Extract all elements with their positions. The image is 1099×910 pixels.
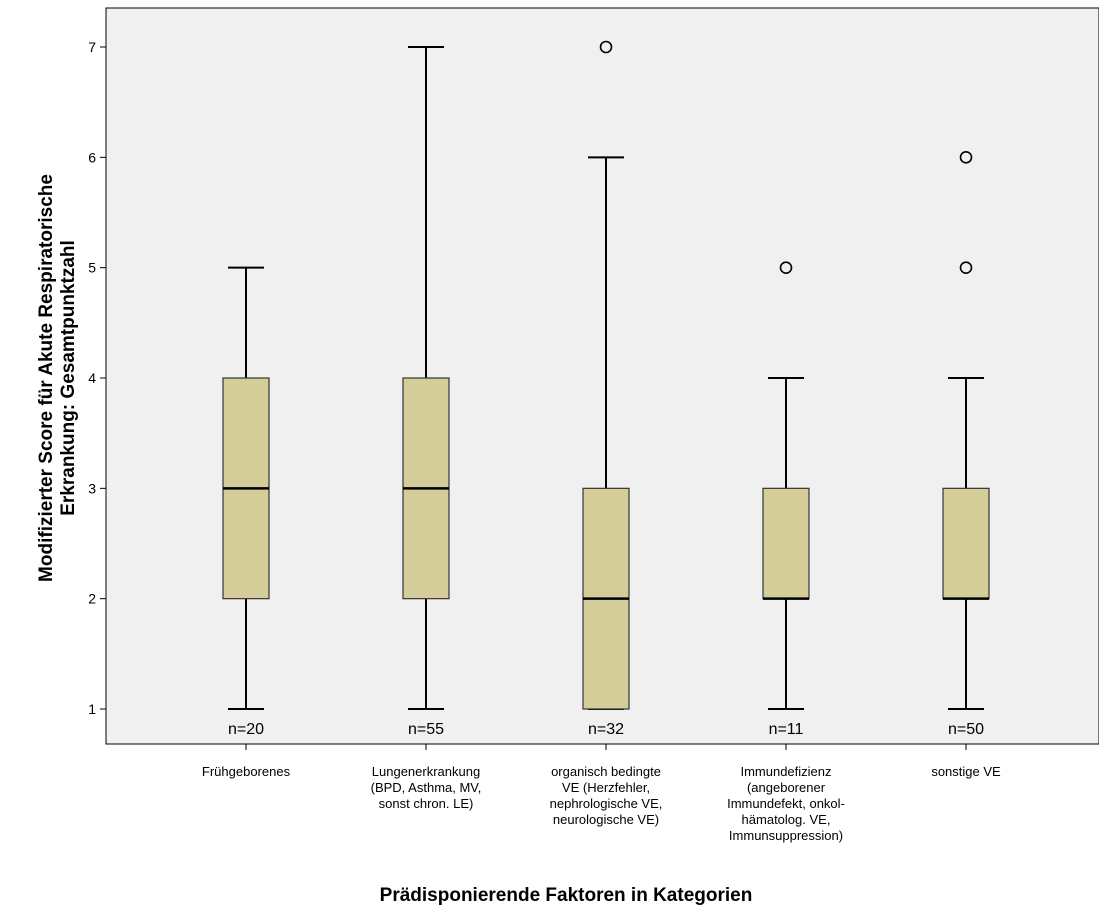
outlier-point xyxy=(779,261,793,274)
y-axis-title-line: Modifizierter Score für Akute Respirator… xyxy=(36,174,57,582)
category-label-line: sonst chron. LE) xyxy=(379,796,474,811)
category-label-line: sonstige VE xyxy=(931,764,1001,779)
x-axis-title: Prädisponierende Faktoren in Kategorien xyxy=(380,885,753,906)
x-axis xyxy=(245,744,967,750)
outlier-point xyxy=(959,261,973,274)
y-tick-label: 3 xyxy=(88,480,96,496)
category-label-line: neurologische VE) xyxy=(553,812,659,827)
y-tick-label: 7 xyxy=(88,39,96,55)
box xyxy=(762,487,810,600)
y-axis-title-line: Erkrankung: Gesamtpunktzahl xyxy=(58,240,79,516)
box-group xyxy=(942,151,990,710)
outlier-point xyxy=(959,151,973,164)
y-tick-label: 2 xyxy=(88,591,96,607)
category-label: Lungenerkrankung (BPD, Asthma, MV, sonst c… xyxy=(371,764,482,811)
n-labels: n=20 n=55 n=32 n=11 n=50 xyxy=(228,721,984,738)
y-axis: 1 2 3 4 5 6 7 xyxy=(88,39,106,717)
y-tick-label: 5 xyxy=(88,260,96,276)
n-label: n=32 xyxy=(588,721,624,738)
y-tick-label: 4 xyxy=(88,370,96,386)
box-group xyxy=(582,40,630,710)
box xyxy=(942,487,990,600)
y-tick-label: 1 xyxy=(88,701,96,717)
y-axis-title: Modifizierter Score für Akute Respirator… xyxy=(36,174,79,582)
category-label-line: organisch bedingte xyxy=(551,764,661,779)
box-group xyxy=(762,261,810,710)
box-group xyxy=(402,46,450,710)
category-label: Immundefizienz (angeborener Immundefekt, o… xyxy=(727,764,845,843)
box-group xyxy=(222,266,270,710)
outlier-point xyxy=(599,40,613,54)
category-label-line: nephrologische VE, xyxy=(550,796,663,811)
category-label-line: Frühgeborenes xyxy=(202,764,291,779)
category-label-line: (BPD, Asthma, MV, xyxy=(371,780,482,795)
n-label: n=50 xyxy=(948,721,984,738)
category-label-line: (angeborener xyxy=(747,780,826,795)
category-label: organisch bedingte VE (Herzfehler, nephrol… xyxy=(550,764,663,827)
category-label: sonstige VE xyxy=(931,764,1001,779)
category-label-line: Immundefizienz xyxy=(740,764,831,779)
y-tick-label: 6 xyxy=(88,149,96,165)
category-label-line: VE (Herzfehler, xyxy=(562,780,650,795)
category-label-line: Immunsuppression) xyxy=(729,828,843,843)
category-label-line: Immundefekt, onkol- xyxy=(727,796,845,811)
category-label-line: hämatolog. VE, xyxy=(742,812,831,827)
boxes xyxy=(222,40,990,710)
n-label: n=11 xyxy=(769,721,804,738)
category-label-line: Lungenerkrankung xyxy=(372,764,480,779)
category-labels: Frühgeborenes Lungenerkrankung (BPD, Asthm… xyxy=(202,764,1001,843)
n-label: n=20 xyxy=(228,721,264,738)
category-label: Frühgeborenes xyxy=(202,764,291,779)
n-label: n=55 xyxy=(408,721,444,738)
